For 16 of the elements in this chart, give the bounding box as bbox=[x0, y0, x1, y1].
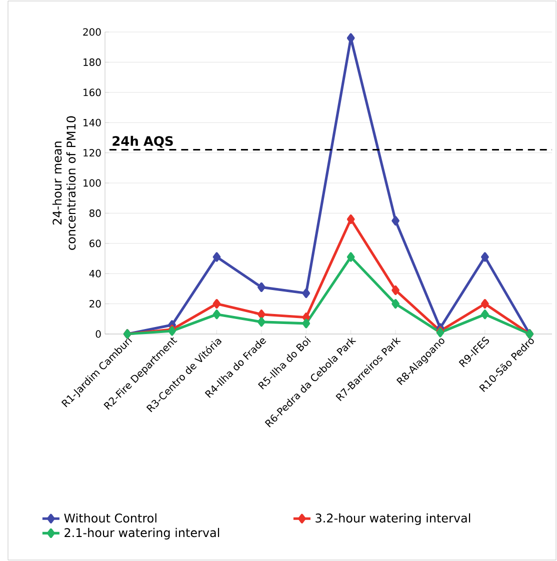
y-tick-label: 0 bbox=[96, 330, 101, 338]
y-tick-label: 200 bbox=[83, 28, 101, 36]
y-tick-label: 160 bbox=[84, 88, 101, 96]
legend-label: Without Control bbox=[64, 513, 156, 523]
y-tick-label: 80 bbox=[89, 209, 101, 217]
legend-label: 3.2-hour watering interval bbox=[316, 513, 470, 525]
y-tick-label: 40 bbox=[89, 270, 101, 278]
y-tick-label: 20 bbox=[90, 300, 101, 308]
y-tick-label: 60 bbox=[90, 240, 101, 248]
legend-label: 2.1-hour watering interval bbox=[64, 528, 220, 540]
y-tick-label: 100 bbox=[84, 179, 101, 187]
y-axis-title: 24-hour mean concentration of PM10 bbox=[52, 116, 76, 250]
y-tick-label: 180 bbox=[84, 58, 101, 66]
y-tick-label: 120 bbox=[84, 149, 101, 157]
y-tick-label: 140 bbox=[84, 118, 101, 126]
ref-line-label: 24h AQS bbox=[112, 136, 173, 148]
